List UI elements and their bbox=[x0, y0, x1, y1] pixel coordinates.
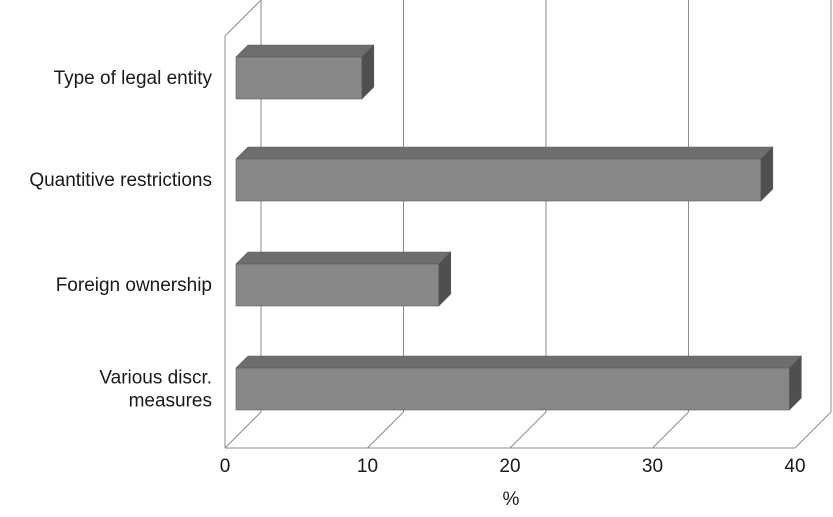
x-tick-label: 30 bbox=[642, 456, 663, 477]
bar-front-face bbox=[235, 56, 363, 100]
category-label: Type of legal entity bbox=[54, 68, 213, 89]
category-label: Various discr. measures bbox=[99, 368, 212, 412]
x-tick-label: 20 bbox=[499, 456, 520, 477]
bar-front-face bbox=[235, 367, 790, 411]
category-label-line: measures bbox=[129, 391, 212, 412]
x-tick-label: 0 bbox=[220, 456, 231, 477]
bar-2 bbox=[235, 251, 452, 307]
bar-3 bbox=[235, 355, 803, 411]
category-label-line: Various discr. bbox=[99, 368, 212, 389]
bar-front-face bbox=[235, 263, 440, 307]
floor-gridline-20 bbox=[509, 411, 547, 449]
bar-1 bbox=[235, 146, 774, 202]
bar-top-face bbox=[235, 44, 375, 58]
category-label-line: Type of legal entity bbox=[54, 68, 213, 89]
bars bbox=[235, 44, 803, 411]
x-tick-label: 40 bbox=[784, 456, 805, 477]
category-label: Quantitive restrictions bbox=[29, 170, 212, 191]
left-wall-top-edge bbox=[224, 0, 262, 37]
bar-front-face bbox=[235, 158, 762, 202]
x-tick-labels: 0 10 20 30 40 bbox=[220, 456, 806, 477]
category-labels: Type of legal entity Quantitive restricti… bbox=[29, 68, 212, 412]
x-tick-label: 10 bbox=[357, 456, 378, 477]
bar-top-face bbox=[235, 251, 452, 265]
category-label-line: Foreign ownership bbox=[56, 275, 212, 296]
floor-gridline-40 bbox=[794, 411, 832, 449]
category-label: Foreign ownership bbox=[56, 275, 212, 296]
category-label-line: Quantitive restrictions bbox=[29, 170, 212, 191]
floor-gridline-10 bbox=[367, 411, 404, 449]
bar-top-face bbox=[235, 355, 803, 369]
bar-top-face bbox=[235, 146, 774, 160]
bar-0 bbox=[235, 44, 375, 100]
x-axis-title: % bbox=[503, 489, 520, 510]
floor-gridline-0 bbox=[224, 411, 262, 449]
floor-gridline-30 bbox=[652, 411, 689, 449]
